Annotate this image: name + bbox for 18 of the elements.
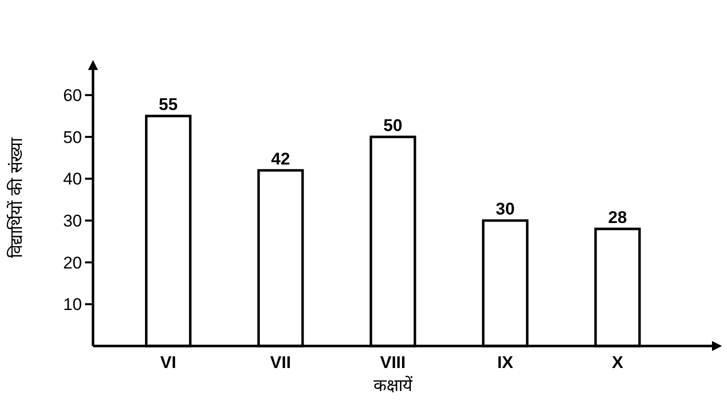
x-tick-label: IX bbox=[497, 353, 514, 372]
data-label: 55 bbox=[158, 95, 178, 114]
y-tick-label: 30 bbox=[63, 211, 82, 230]
y-tick-label: 20 bbox=[63, 253, 82, 272]
data-label: 50 bbox=[383, 116, 402, 135]
data-label: 42 bbox=[271, 149, 290, 168]
x-tick-label: X bbox=[612, 353, 624, 372]
x-tick-label: VIII bbox=[380, 353, 406, 372]
y-axis-title: विद्यार्थियों की संख्या bbox=[6, 137, 27, 258]
y-tick-label: 50 bbox=[63, 128, 82, 147]
data-label: 30 bbox=[496, 200, 515, 219]
y-tick-label: 60 bbox=[63, 86, 82, 106]
data-label: 28 bbox=[608, 208, 627, 227]
x-tick-label: VI bbox=[160, 353, 176, 372]
x-axis-title: कक्षायें bbox=[373, 375, 414, 396]
x-tick-label: VII bbox=[270, 353, 291, 372]
y-tick-label: 10 bbox=[63, 295, 82, 314]
y-tick-label: 40 bbox=[63, 170, 82, 189]
